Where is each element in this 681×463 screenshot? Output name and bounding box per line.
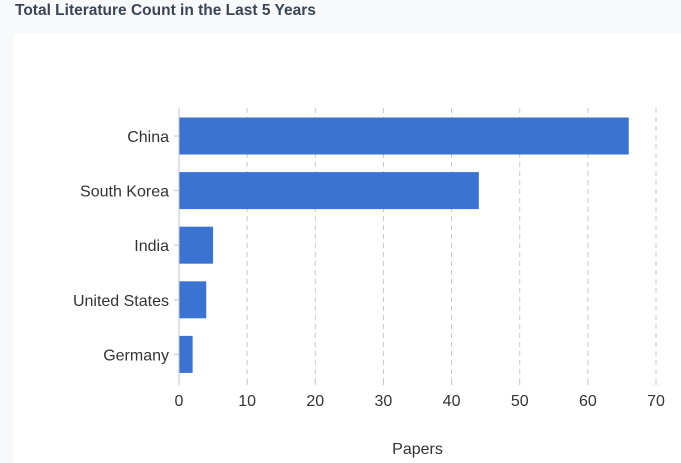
y-category-label: United States: [73, 293, 169, 310]
bar-china[interactable]: [179, 118, 629, 155]
bar-layer: [179, 118, 629, 373]
x-axis-title: Papers: [392, 441, 443, 458]
x-tick-label: 20: [306, 393, 324, 410]
y-category-label: Germany: [103, 347, 169, 364]
x-tick-label: 10: [238, 393, 256, 410]
x-tick-label: 0: [175, 393, 184, 410]
bar-india[interactable]: [179, 227, 213, 264]
y-category-label: China: [127, 129, 169, 146]
bar-united-states[interactable]: [179, 281, 206, 318]
bar-south-korea[interactable]: [179, 172, 479, 209]
x-tick-label: 70: [647, 393, 665, 410]
y-category-label: South Korea: [80, 184, 169, 201]
bar-germany[interactable]: [179, 336, 193, 373]
x-tick-label: 50: [511, 393, 529, 410]
x-tick-label: 40: [443, 393, 461, 410]
y-category-label: India: [134, 238, 169, 255]
x-tick-label: 60: [579, 393, 597, 410]
x-tick-label: 30: [375, 393, 393, 410]
